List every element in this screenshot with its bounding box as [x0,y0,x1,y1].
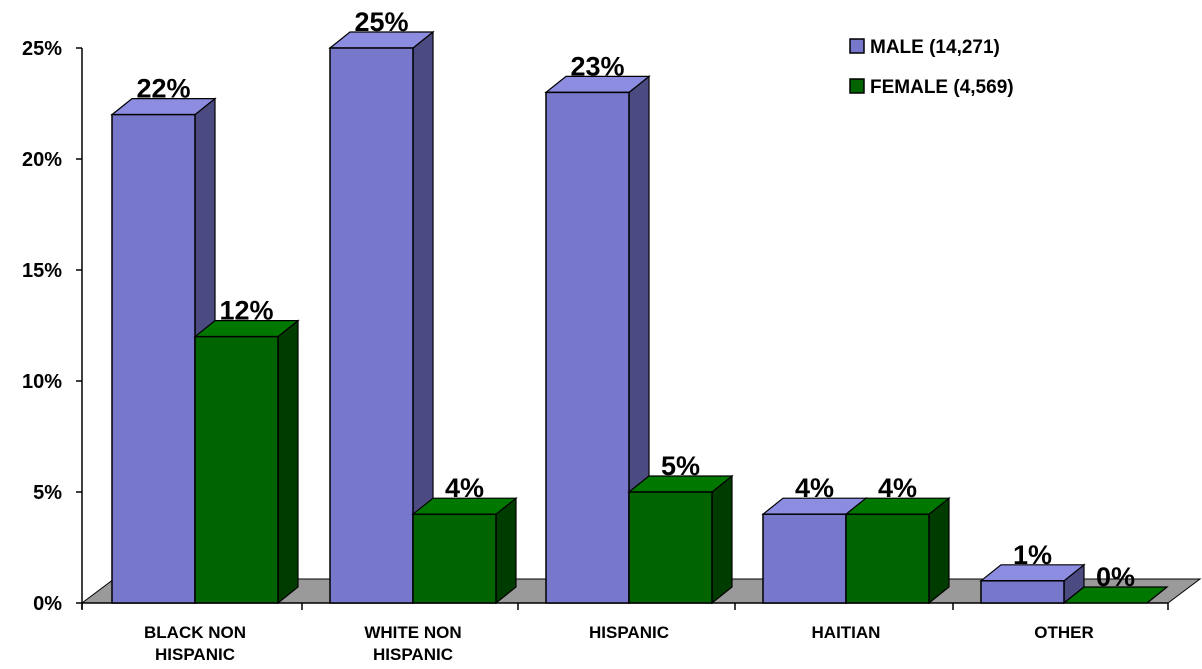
chart-legend: MALE (14,271) FEMALE (4,569) [849,37,1014,98]
legend-label-female: FEMALE (4,569) [870,77,1014,98]
bar-front [412,513,497,604]
bar-male-0 [110,97,217,605]
bar-side [495,496,517,605]
bar-front [762,513,847,604]
bar-front [980,580,1065,604]
data-label: 5% [661,451,700,481]
bar-top [1062,586,1169,604]
y-tick-label: 5% [33,482,62,504]
data-label: 25% [354,7,408,37]
bar-front [628,491,713,604]
bar-female-2 [627,474,734,605]
bar-female-3 [844,496,951,605]
y-tick-label: 0% [33,593,62,615]
data-label: 4% [878,473,917,503]
x-tick-label: HISPANIC [155,645,235,664]
bar-front [545,91,630,604]
x-tick-label: BLACK NON [144,623,246,642]
bar-front [111,113,196,604]
bar-female-4 [1062,586,1169,604]
bar-front [845,513,930,604]
y-tick-label: 20% [22,149,62,171]
chart-bars [110,30,1169,605]
x-tick-label: HAITIAN [812,623,881,642]
bar-female-0 [193,319,300,605]
x-tick-label: HISPANIC [589,623,669,642]
data-labels: 22% 12% 25% 4% 23% 5% 4% 4% 1% 0% [136,7,1135,592]
bar-side [277,319,299,605]
x-tick-label: OTHER [1034,623,1094,642]
data-label: 12% [219,296,273,326]
data-label: 4% [795,473,834,503]
bar-male-4 [979,563,1086,605]
x-tick-label: HISPANIC [373,645,453,664]
data-label: 4% [445,473,484,503]
data-label: 1% [1013,540,1052,570]
legend-label-male: MALE (14,271) [870,37,1000,58]
y-tick-label: 25% [22,38,62,60]
data-label: 23% [570,51,624,81]
bar-front [329,47,414,604]
bar-side [711,474,733,605]
data-label: 22% [136,74,190,104]
data-label: 0% [1096,562,1135,592]
legend-swatch-male [849,38,865,54]
bar-front [194,335,279,604]
bar-male-1 [328,30,435,605]
bar-male-2 [544,75,651,605]
x-tick-label: WHITE NON [364,623,461,642]
y-tick-label: 15% [22,260,62,282]
bar-female-1 [411,496,518,605]
y-tick-label: 10% [22,371,62,393]
bar-side [928,496,950,605]
legend-swatch-female [849,78,865,94]
